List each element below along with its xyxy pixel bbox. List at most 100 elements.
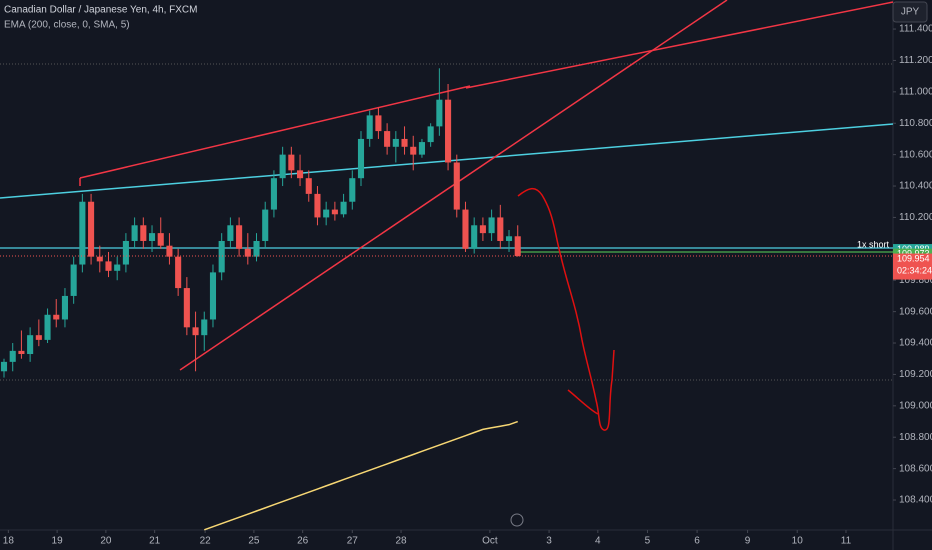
candle-body — [314, 193, 321, 218]
x-tick-label: 25 — [248, 536, 260, 547]
y-tick-label: 110.600 — [899, 149, 932, 160]
x-tick-label: 21 — [149, 536, 161, 547]
y-tick-label: 109.400 — [899, 338, 932, 349]
currency-box[interactable] — [892, 1, 928, 23]
candle-body — [244, 248, 251, 257]
trendline — [79, 85, 471, 179]
candle-body — [349, 178, 356, 202]
price-label: 109.954 — [897, 253, 930, 263]
price-label-box — [893, 253, 932, 280]
y-tick-label: 111.000 — [899, 86, 932, 97]
candle-body — [53, 314, 60, 320]
y-tick-label: 109.000 — [899, 400, 932, 411]
y-tick-label: 110.400 — [899, 181, 932, 192]
candle-body — [453, 162, 460, 210]
candle-body — [410, 146, 417, 155]
trendline — [179, 0, 728, 371]
countdown: 02:34:24 — [897, 265, 932, 275]
candle-body — [105, 261, 112, 271]
y-tick-label: 108.600 — [899, 463, 932, 474]
candle-body — [79, 201, 86, 265]
candle-body — [401, 138, 408, 147]
candle-body — [488, 217, 495, 234]
candle-body — [131, 225, 138, 241]
candle-body — [218, 240, 225, 273]
x-tick-label: Oct — [482, 536, 498, 547]
candle-body — [375, 115, 382, 132]
x-tick-label: 11 — [841, 536, 852, 547]
candle-body — [88, 201, 95, 257]
indicator-label: EMA (200, close, 0, SMA, 5) — [4, 20, 130, 31]
candle-body — [122, 240, 129, 265]
x-tick-label: 26 — [297, 536, 309, 547]
candle-body — [436, 99, 443, 127]
y-tick-label: 108.800 — [899, 432, 932, 443]
candle-body — [357, 138, 365, 179]
candle-body — [9, 350, 16, 362]
x-tick-label: 3 — [546, 536, 552, 547]
x-tick-label: 10 — [792, 536, 804, 547]
x-tick-label: 9 — [745, 536, 751, 547]
candle-body — [0, 361, 8, 372]
candle-body — [18, 350, 25, 355]
y-tick-label: 110.200 — [899, 212, 932, 223]
candle-body — [288, 154, 295, 171]
candle-body — [148, 233, 156, 241]
candle-body — [323, 209, 330, 218]
y-tick-label: 108.400 — [899, 495, 932, 506]
candle-body — [192, 327, 199, 336]
y-tick-label: 109.600 — [899, 306, 932, 317]
position-label: 1x short — [857, 239, 890, 249]
y-tick-label: 111.400 — [899, 24, 932, 35]
chart-title: Canadian Dollar / Japanese Yen, 4h, FXCM — [4, 5, 197, 16]
x-tick-label: 6 — [694, 536, 700, 547]
candle-body — [35, 335, 42, 340]
x-tick-label: 22 — [200, 536, 212, 547]
candle-body — [157, 233, 164, 246]
candle-body — [227, 225, 234, 241]
candle-body — [331, 209, 338, 215]
candle-body — [253, 240, 260, 257]
candle-body — [44, 314, 51, 340]
y-tick-label: 110.800 — [899, 118, 932, 129]
y-tick-label: 109.800 — [899, 275, 932, 286]
x-tick-label: 5 — [645, 536, 651, 547]
x-tick-label: 4 — [595, 536, 601, 547]
y-tick-label: 109.200 — [899, 369, 932, 380]
ema-line — [204, 420, 518, 531]
candle-body — [366, 115, 373, 139]
candle-body — [418, 142, 425, 155]
candle-body — [505, 236, 513, 241]
candle-body — [209, 272, 217, 320]
x-tick-label: 19 — [52, 536, 64, 547]
x-tick-label: 18 — [3, 536, 15, 547]
candle-body — [201, 319, 208, 336]
candle-body — [183, 288, 190, 328]
candle-body — [340, 201, 347, 215]
freehand-drawing — [517, 188, 615, 431]
candle-body — [479, 225, 486, 234]
candle-body — [427, 126, 434, 143]
currency-label: JPY — [901, 7, 920, 18]
candle-body — [445, 99, 452, 163]
candle-body — [140, 225, 147, 241]
x-tick-label: 28 — [395, 536, 407, 547]
candle-body — [236, 225, 243, 249]
candle-body — [497, 217, 504, 241]
x-tick-label: 20 — [100, 536, 112, 547]
candle-body — [384, 131, 391, 147]
freehand-drawing — [567, 389, 599, 415]
trendline — [465, 1, 894, 89]
candle-body — [471, 225, 478, 249]
candle-body — [462, 209, 469, 249]
candle-body — [96, 256, 103, 262]
candle-body — [114, 264, 121, 271]
candle-body — [392, 138, 399, 147]
x-tick-label: 27 — [347, 536, 359, 547]
price-label: 109.973 — [897, 248, 930, 258]
candle-body — [262, 209, 269, 241]
candle-body — [27, 335, 34, 355]
candle-body — [61, 295, 69, 320]
replay-icon[interactable] — [510, 513, 524, 527]
